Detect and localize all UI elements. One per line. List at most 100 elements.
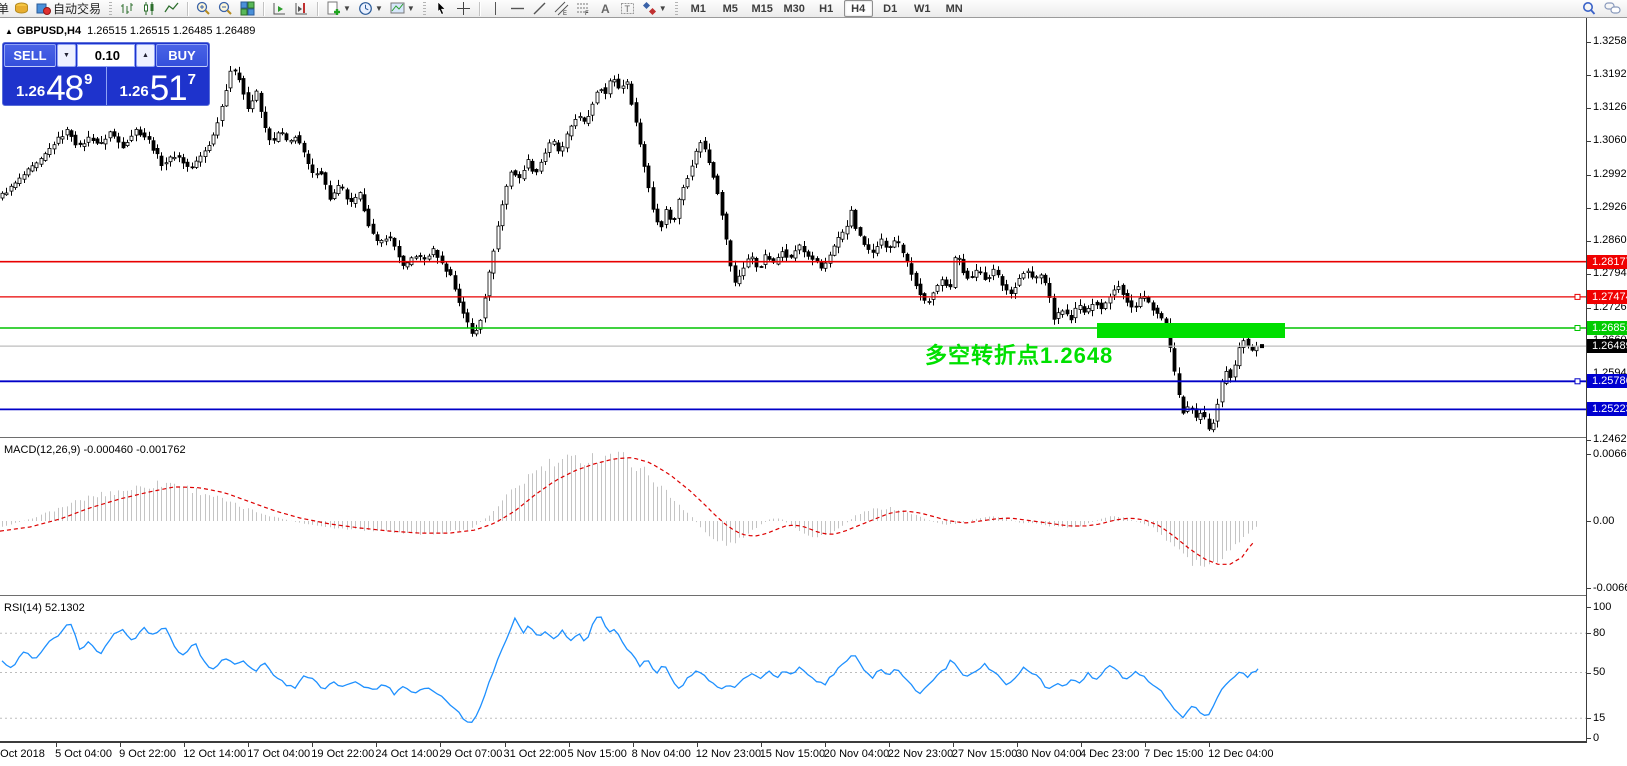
line-chart-button[interactable] [162,1,181,17]
tab-m5[interactable]: M5 [722,2,738,15]
time-axis-tick [312,743,314,747]
volume-increase-button[interactable]: ▲ [136,44,155,67]
pivot-annotation-text[interactable]: 多空转折点1.2648 [925,343,1114,368]
time-axis-tick [568,743,570,747]
rsi-chart[interactable] [0,599,1586,741]
clock-icon [358,1,373,16]
trendline-button[interactable] [530,1,549,17]
macd-pane[interactable]: MACD(12,26,9) -0.000460 -0.001762 [0,441,1586,595]
candlestick-chart-button[interactable] [140,1,159,17]
tab-m30[interactable]: M30 [783,2,805,15]
axis-tick [1587,521,1591,522]
text-label-icon: T [620,1,635,16]
autotrading-icon [36,1,51,16]
price-axis[interactable]: 1.32580 1.31920 1.31260 1.30600 1.29920 1.292… [1586,17,1627,743]
time-tick-label: 5 Oct 04:00 [55,748,112,760]
time-tick-label: 22 Nov 23:00 [887,748,954,760]
price-tick-label: 1.27260 [1593,301,1627,314]
tab-m15[interactable]: M15 [751,2,773,15]
sell-price-main: 1.26 [16,83,46,100]
time-axis[interactable]: 1 Oct 2018 5 Oct 04:00 9 Oct 22:00 12 Oct 1… [0,741,1627,766]
vertical-line-button[interactable] [486,1,505,17]
price-tick-label: 1.27940 [1593,267,1627,279]
arrows-button[interactable]: ▼ [640,1,669,17]
crosshair-button[interactable] [454,1,473,17]
equidistant-channel-button[interactable]: E [552,1,571,17]
chart-shift-icon [294,1,309,16]
macd-tick-label: 0.006659 [1593,447,1627,460]
main-chart-pane[interactable]: ▲ GBPUSD,H4 1.26515 1.26515 1.26485 1.2648… [0,17,1586,437]
zoom-out-icon [218,1,233,16]
zoom-in-button[interactable] [194,1,213,17]
autotrading-label: 自动交易 [53,2,102,16]
time-axis-tick [696,743,698,747]
rsi-pane[interactable]: RSI(14) 52.1302 [0,599,1586,741]
rsi-label: RSI(14) 52.1302 [4,602,85,614]
chat-button[interactable] [1602,1,1624,17]
time-axis-tick [376,743,378,747]
svg-text:E: E [563,11,567,16]
price-badge: 1.27474 [1587,289,1627,304]
buy-price[interactable]: 1.26 51 7 [105,67,210,109]
axis-tick [1587,607,1591,608]
time-axis-tick [952,743,954,747]
sell-button[interactable]: SELL [4,44,56,67]
new-order-label[interactable]: 单 [0,2,9,16]
toolbar-drag-handle[interactable] [674,1,678,16]
template-button[interactable]: ▼ [388,1,417,17]
time-tick-label: 27 Nov 15:00 [951,748,1018,760]
time-axis-tick [120,743,122,747]
buy-button[interactable]: BUY [156,44,208,67]
volume-input[interactable]: 0.10 [77,44,135,67]
time-axis-tick [760,743,762,747]
text-button[interactable]: A [596,1,615,17]
price-badge: 1.25223 [1587,402,1627,417]
buy-price-main: 1.26 [119,83,149,100]
bar-chart-button[interactable] [118,1,137,17]
volume-decrease-button[interactable]: ▼ [57,44,76,67]
tab-w1[interactable]: W1 [913,2,931,15]
toolbar: 单 自动交易 ▼ ▼ ▼ E F A T ▼ M1 M5 M15 M30 H1 … [0,0,1627,18]
tab-mn[interactable]: MN [945,2,963,15]
auto-scroll-button[interactable] [270,1,289,17]
price-tick-label: 1.32580 [1593,35,1627,47]
autotrading-button[interactable]: 自动交易 [34,1,103,17]
sell-price-sup: 9 [84,71,93,88]
horizontal-line-button[interactable] [508,1,527,17]
tab-h4[interactable]: H4 [843,0,873,17]
new-order-button[interactable] [12,1,31,17]
search-button[interactable] [1579,1,1599,17]
tab-d1[interactable]: D1 [883,2,898,15]
fibonacci-button[interactable]: F [574,1,593,17]
toolbar-separator [478,1,480,16]
price-tick-label: 1.25940 [1593,367,1627,379]
price-tick-label: 1.30600 [1593,134,1627,146]
tab-m1[interactable]: M1 [690,2,706,15]
time-axis-tick [56,743,58,747]
tab-h1[interactable]: H1 [819,2,834,15]
zoom-out-button[interactable] [216,1,235,17]
buy-price-big: 51 [149,69,188,109]
toolbar-drag-handle[interactable] [422,1,426,16]
time-tick-label: 19 Oct 22:00 [311,748,375,760]
collapse-triangle-icon[interactable]: ▲ [5,27,13,36]
candlestick-chart[interactable] [0,17,1586,437]
text-label-button[interactable]: T [618,1,637,17]
new-chart-button[interactable]: ▼ [324,1,353,17]
axis-tick [1587,672,1591,674]
macd-chart[interactable] [0,441,1586,595]
time-axis-tick [632,743,634,747]
toolbar-drag-handle[interactable] [109,1,113,16]
period-button[interactable]: ▼ [356,1,385,17]
time-axis-tick [184,743,186,747]
cursor-button[interactable] [432,1,451,17]
toolbar-separator [317,1,319,16]
time-tick-label: 30 Nov 04:00 [1016,748,1082,760]
chevron-down-icon: ▼ [406,3,415,13]
ohlc-values: 1.26515 1.26515 1.26485 1.26489 [87,25,256,37]
time-tick-label: 1 Oct 2018 [0,748,45,760]
chart-shift-button[interactable] [292,1,311,17]
sell-price[interactable]: 1.26 48 9 [3,67,106,106]
tile-windows-button[interactable] [238,1,257,17]
text-icon: A [598,1,613,16]
